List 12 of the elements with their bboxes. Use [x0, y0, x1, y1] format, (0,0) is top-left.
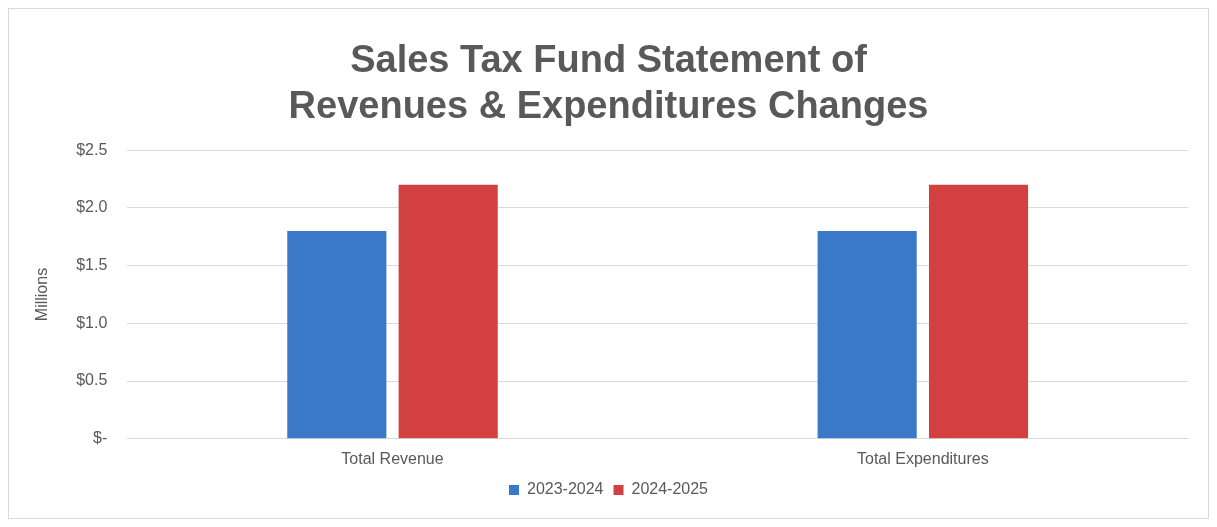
- legend-label: 2023-2024: [526, 480, 604, 498]
- y-tick-label: $1.0: [76, 313, 108, 331]
- y-tick-label: $1.5: [76, 256, 108, 274]
- y-tick-label: $2.5: [76, 140, 108, 158]
- y-tick-label: $0.5: [76, 371, 108, 389]
- legend-label: 2024-2025: [631, 480, 709, 498]
- x-tick-label: Total Expenditures: [857, 449, 989, 467]
- y-axis-title: Millions: [33, 267, 51, 322]
- chart-title: Sales Tax Fund Statement of Revenues & Expenditures Changes: [288, 38, 929, 126]
- x-tick-label: Total Revenue: [341, 449, 444, 467]
- y-tick-label: $-: [93, 429, 108, 447]
- y-tick-label: $2.0: [76, 198, 108, 216]
